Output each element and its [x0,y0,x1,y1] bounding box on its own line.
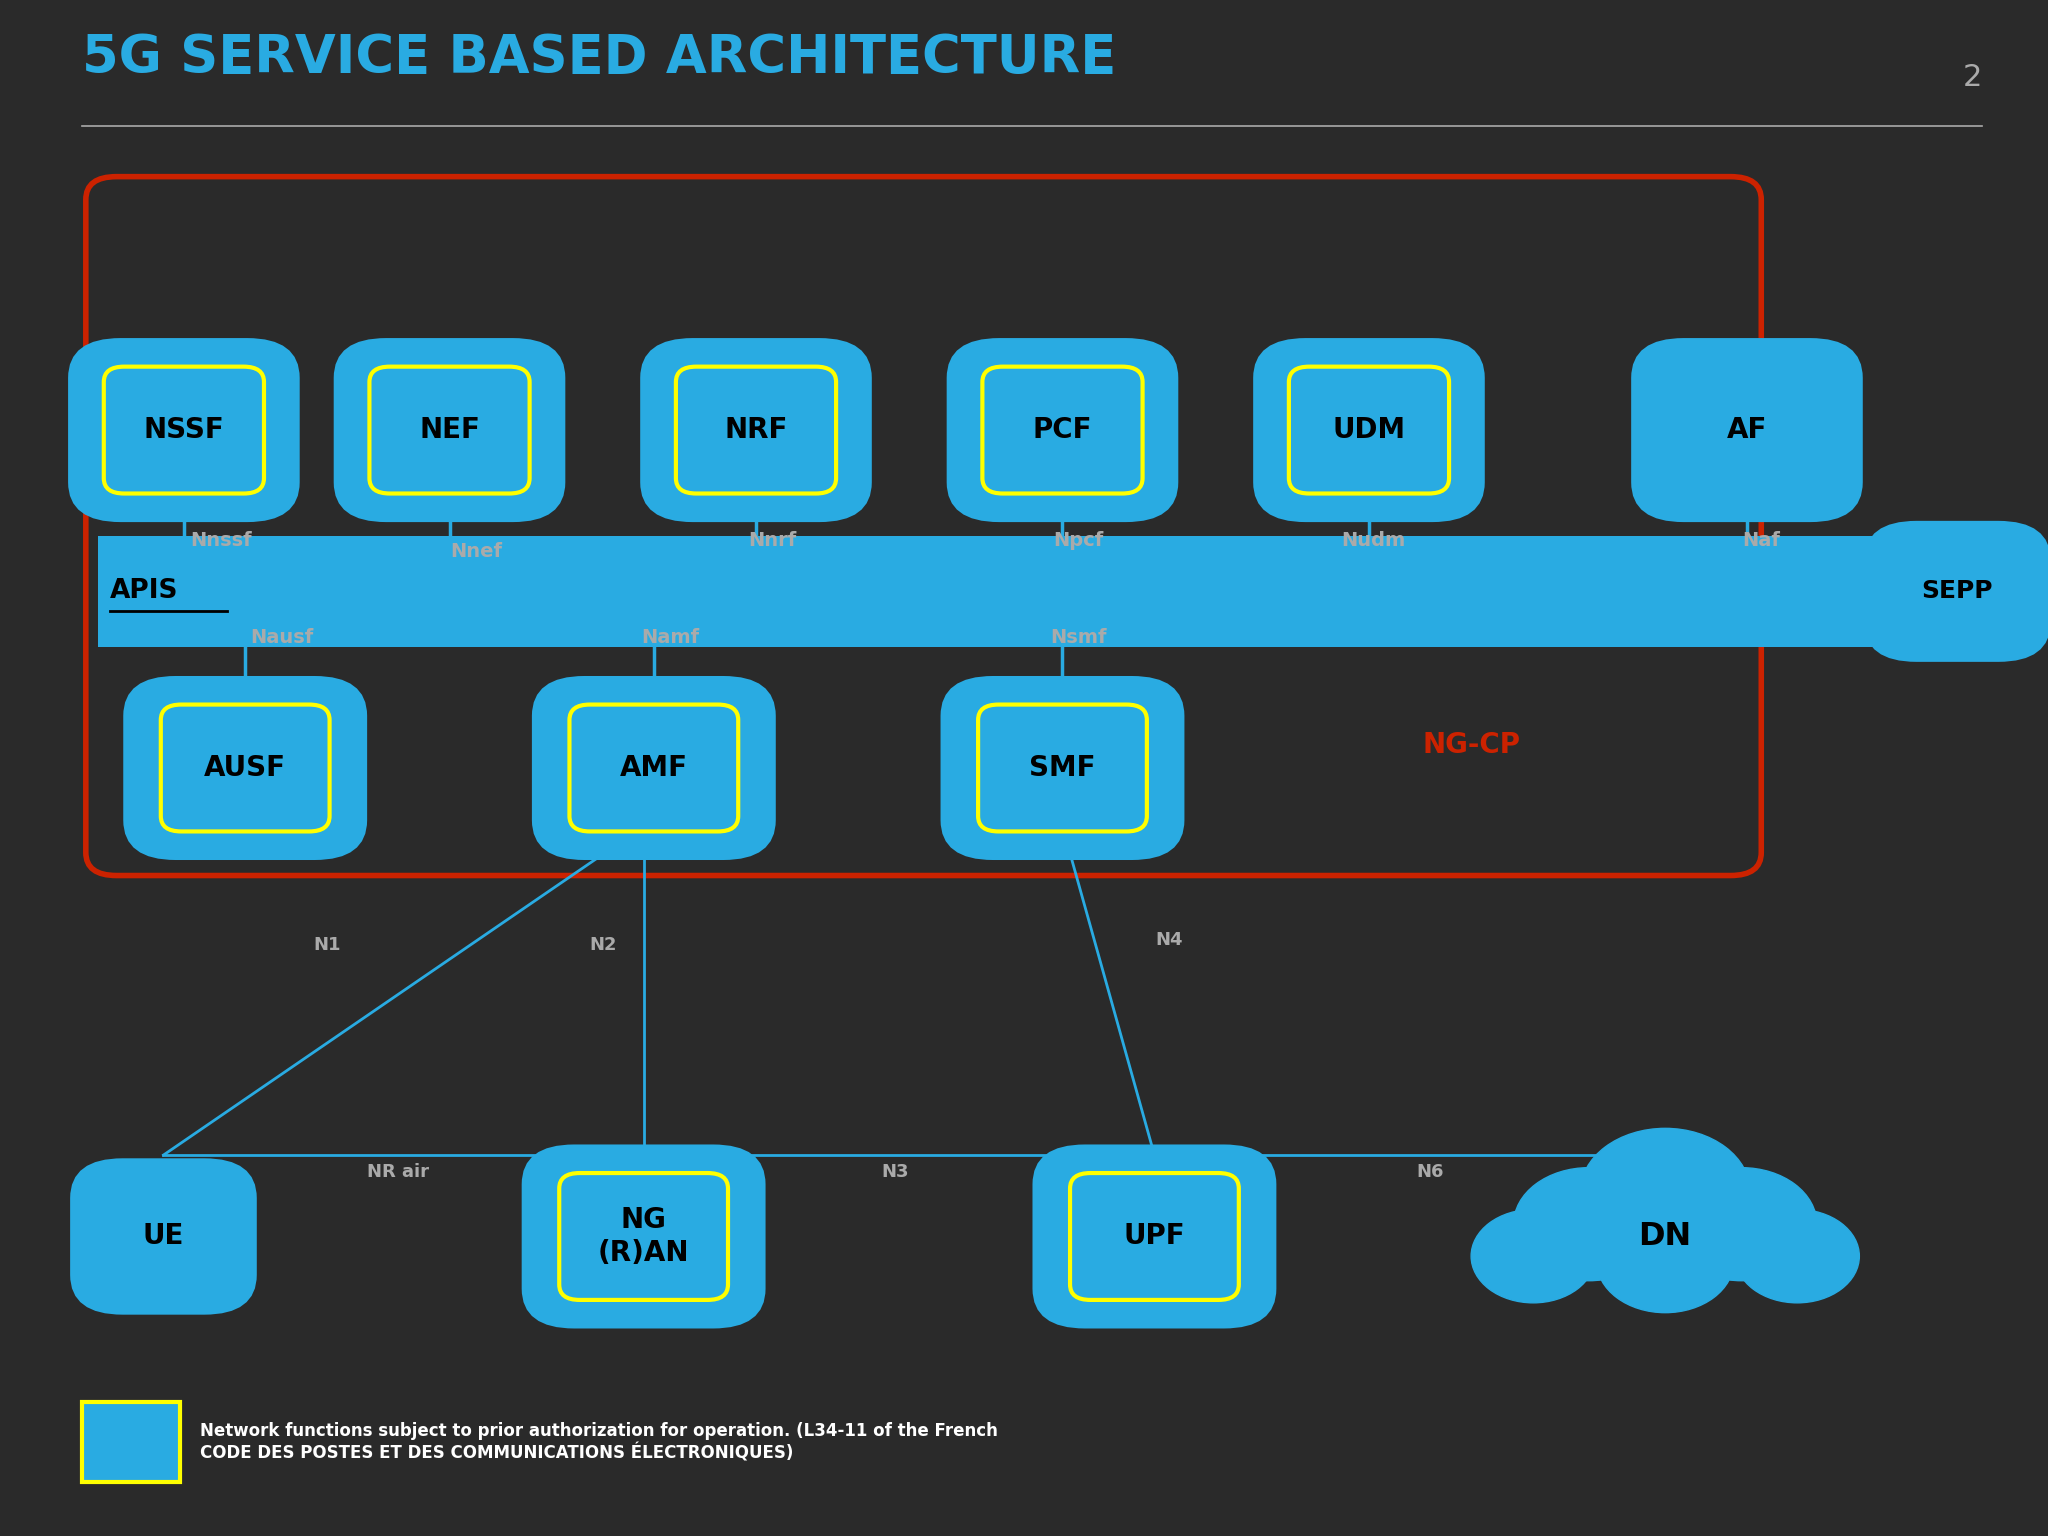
FancyBboxPatch shape [125,677,367,859]
Text: 5G SERVICE BASED ARCHITECTURE: 5G SERVICE BASED ARCHITECTURE [82,32,1116,84]
Text: NG-CP: NG-CP [1421,731,1520,759]
Text: N2: N2 [590,935,616,954]
Text: SMF: SMF [1030,754,1096,782]
FancyBboxPatch shape [104,367,264,493]
FancyBboxPatch shape [1866,522,2048,660]
Text: UPF: UPF [1124,1223,1186,1250]
FancyBboxPatch shape [569,705,737,831]
FancyBboxPatch shape [641,339,870,521]
Text: N1: N1 [313,935,340,954]
FancyBboxPatch shape [983,367,1143,493]
Text: AMF: AMF [621,754,688,782]
Text: NSSF: NSSF [143,416,225,444]
Circle shape [1470,1209,1595,1303]
Circle shape [1597,1209,1735,1313]
Text: UE: UE [143,1223,184,1250]
Text: Nudm: Nudm [1341,531,1405,550]
Circle shape [1581,1129,1751,1256]
FancyBboxPatch shape [942,677,1184,859]
Circle shape [1735,1209,1860,1303]
FancyBboxPatch shape [82,1402,180,1482]
FancyBboxPatch shape [1034,1146,1276,1327]
FancyBboxPatch shape [98,536,1917,647]
FancyBboxPatch shape [1632,339,1862,521]
Text: N3: N3 [881,1163,909,1181]
FancyBboxPatch shape [369,367,530,493]
Text: AUSF: AUSF [205,754,287,782]
FancyBboxPatch shape [1288,367,1450,493]
Text: DN: DN [1638,1221,1692,1252]
FancyBboxPatch shape [522,1146,764,1327]
Circle shape [1513,1167,1665,1281]
Text: NRF: NRF [725,416,788,444]
Text: PCF: PCF [1032,416,1092,444]
Text: Npcf: Npcf [1055,531,1104,550]
FancyBboxPatch shape [532,677,774,859]
Text: NR air: NR air [367,1163,430,1181]
Text: Nausf: Nausf [250,628,313,647]
Text: NG
(R)AN: NG (R)AN [598,1206,690,1267]
FancyBboxPatch shape [948,339,1178,521]
Text: Nnrf: Nnrf [748,531,797,550]
Text: APIS: APIS [111,579,178,604]
Text: Network functions subject to prior authorization for operation. (L34-11 of the F: Network functions subject to prior autho… [201,1422,997,1462]
Text: N6: N6 [1417,1163,1444,1181]
FancyBboxPatch shape [1069,1174,1239,1299]
Text: Nnef: Nnef [451,542,502,561]
Text: SEPP: SEPP [1921,579,1993,604]
Text: Naf: Naf [1743,531,1780,550]
FancyBboxPatch shape [979,705,1147,831]
Text: N4: N4 [1155,931,1182,949]
Text: Namf: Namf [641,628,698,647]
FancyBboxPatch shape [70,339,299,521]
FancyBboxPatch shape [676,367,836,493]
Text: 2: 2 [1962,63,1982,92]
Text: NEF: NEF [420,416,479,444]
Text: UDM: UDM [1333,416,1405,444]
FancyBboxPatch shape [336,339,563,521]
FancyBboxPatch shape [162,705,330,831]
Circle shape [1667,1167,1817,1281]
Text: AF: AF [1726,416,1767,444]
Text: Nnssf: Nnssf [190,531,252,550]
FancyBboxPatch shape [72,1160,256,1313]
FancyBboxPatch shape [1255,339,1483,521]
FancyBboxPatch shape [559,1174,727,1299]
Text: Nsmf: Nsmf [1051,628,1108,647]
